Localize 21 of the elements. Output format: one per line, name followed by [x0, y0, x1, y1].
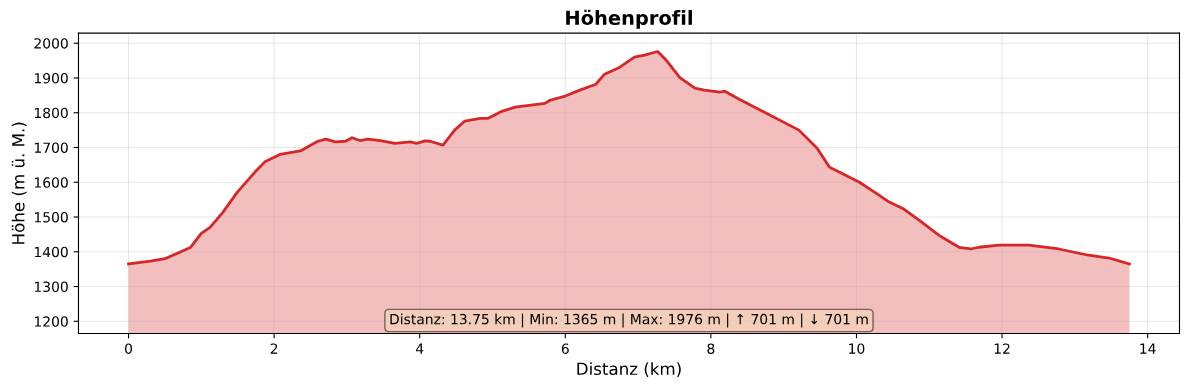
x-tick-label: 12: [994, 343, 1010, 354]
y-tick-label: 1800: [34, 107, 68, 119]
x-tick-label: 4: [415, 343, 424, 354]
x-tick-label: 14: [1140, 343, 1156, 354]
y-tick-label: 1700: [34, 142, 68, 153]
x-tick-label: 6: [561, 343, 569, 354]
x-tick-label: 8: [707, 343, 715, 354]
y-tick-label: 1400: [34, 246, 68, 258]
x-tick-label: 0: [125, 343, 133, 354]
x-axis-title: Distanz (km): [577, 362, 681, 378]
y-axis-title: Höhe (m ü. M.): [11, 122, 27, 244]
x-tick-label: 2: [270, 343, 278, 354]
x-tick-label: 10: [849, 343, 865, 354]
y-tick-label: 1600: [34, 177, 68, 188]
y-tick-label: 1200: [34, 316, 68, 327]
y-tick-label: 1300: [34, 281, 68, 292]
y-tick-label: 2000: [34, 38, 68, 49]
chart-title: Höhenprofil: [566, 9, 692, 29]
annotation: Distanz: 13.75 km | Min: 1365 m | Max: 1976 m | ↑ 701 m | ↓ 701 m: [390, 313, 868, 328]
y-tick-label: 1900: [34, 72, 68, 84]
y-tick-label: 1500: [34, 211, 68, 223]
